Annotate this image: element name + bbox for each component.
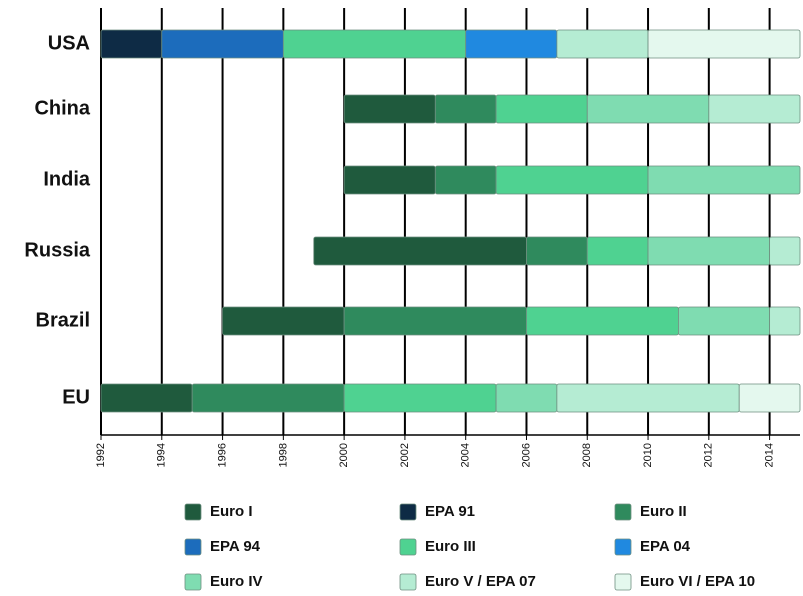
bar-segment (556, 29, 649, 59)
legend-label: Euro I (210, 503, 253, 520)
bar-segment (586, 236, 649, 266)
bar-segment (161, 29, 284, 59)
legend-swatch (399, 503, 417, 521)
x-tick-label: 2000 (338, 443, 350, 467)
bar-segment (586, 94, 710, 124)
legend-label: Euro IV (210, 573, 263, 590)
bar-segment (343, 94, 436, 124)
bar-segment (556, 383, 740, 413)
x-tick-label: 1992 (95, 443, 107, 467)
bar-segment (526, 306, 679, 336)
bar-segment (495, 383, 558, 413)
legend-swatch (399, 573, 417, 591)
legend-label: Euro VI / EPA 10 (640, 573, 755, 590)
legend-swatch (184, 538, 202, 556)
legend-swatch (614, 503, 632, 521)
legend-swatch (184, 573, 202, 591)
x-tick-label: 2006 (520, 443, 532, 467)
legend-label: Euro V / EPA 07 (425, 573, 536, 590)
bar-segment (434, 94, 497, 124)
category-label: EU (62, 386, 90, 408)
category-label: China (34, 97, 90, 119)
bar-segment (647, 236, 771, 266)
bar-segment (282, 29, 467, 59)
category-label: USA (48, 32, 90, 54)
x-tick-label: 2004 (460, 443, 472, 467)
x-tick-label: 1996 (216, 443, 228, 467)
bar-segment (100, 29, 163, 59)
bar-segment (434, 165, 497, 195)
category-label: Brazil (36, 309, 90, 331)
x-tick-label: 2010 (642, 443, 654, 467)
bar-segment (313, 236, 527, 266)
bar-segment (647, 29, 801, 59)
category-label: India (43, 168, 91, 190)
legend-label: Euro II (640, 503, 687, 520)
legend-label: EPA 91 (425, 503, 475, 520)
bar-segment (100, 383, 193, 413)
x-tick-label: 2014 (764, 443, 776, 467)
legend-label: EPA 94 (210, 538, 261, 555)
bar-segment (222, 306, 345, 336)
bar-segment (343, 383, 497, 413)
bar-segment (769, 236, 801, 266)
bar-segment (191, 383, 345, 413)
bar-segment (495, 94, 588, 124)
bar-segment (647, 165, 801, 195)
bar-segment (678, 306, 771, 336)
legend-swatch (614, 538, 632, 556)
x-tick-label: 1994 (156, 443, 168, 467)
legend-label: Euro III (425, 538, 476, 555)
x-tick-label: 1998 (277, 443, 289, 467)
bar-segment (495, 165, 649, 195)
bar-segment (738, 383, 801, 413)
bar-segment (343, 165, 436, 195)
bar-segment (343, 306, 527, 336)
x-tick-label: 2008 (581, 443, 593, 467)
bar-segment (708, 94, 801, 124)
bar-segment (526, 236, 588, 266)
x-tick-label: 2002 (399, 443, 411, 467)
category-label: Russia (24, 239, 90, 261)
legend-swatch (614, 573, 632, 591)
bar-segment (769, 306, 801, 336)
x-tick-label: 2012 (703, 443, 715, 467)
legend-swatch (184, 503, 202, 521)
legend-label: EPA 04 (640, 538, 691, 555)
legend-swatch (399, 538, 417, 556)
bar-segment (465, 29, 558, 59)
